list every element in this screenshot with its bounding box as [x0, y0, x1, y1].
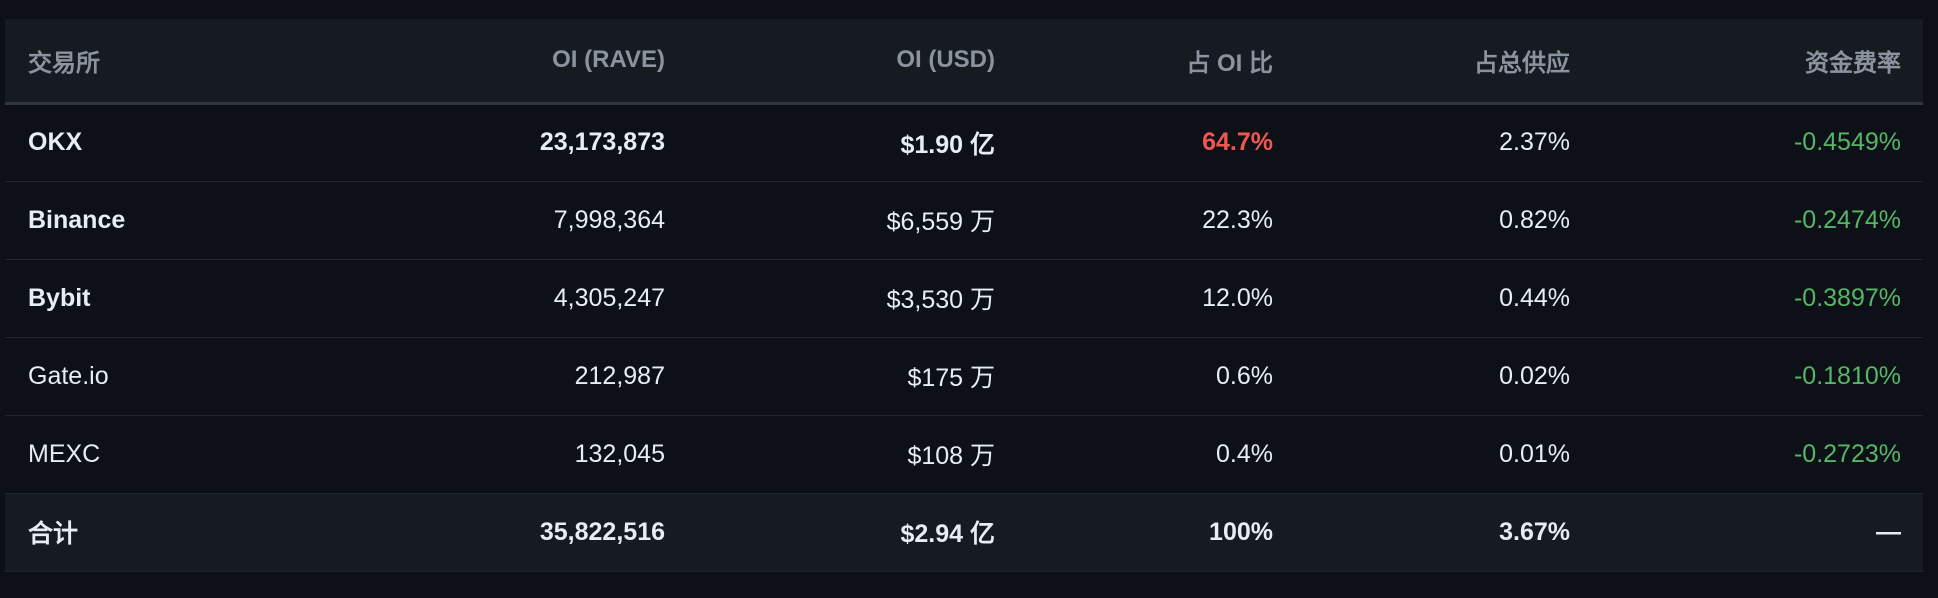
oi-table-container: 交易所 OI (RAVE) OI (USD) 占 OI 比 占总供应 资金费率 …	[5, 19, 1923, 572]
cell-funding-rate: -0.4549%	[1793, 128, 1901, 156]
cell-exchange: MEXC	[28, 439, 101, 468]
cell-exchange: Binance	[28, 205, 126, 234]
total-supply-share: 3.67%	[1499, 517, 1570, 546]
cell-supply-share: 0.02%	[1499, 361, 1570, 390]
table-row-okx: OKX 23,173,873 $1.90 亿 64.7% 2.37% -0.45…	[5, 103, 1923, 181]
cell-supply-share: 0.01%	[1499, 439, 1570, 468]
cell-exchange: Gate.io	[28, 361, 109, 390]
table-row-binance: Binance 7,998,364 $6,559 万 22.3% 0.82% -…	[5, 181, 1923, 259]
table-row-gateio: Gate.io 212,987 $175 万 0.6% 0.02% -0.181…	[5, 337, 1923, 415]
header-funding-rate[interactable]: 资金费率	[1805, 49, 1901, 77]
table-row-bybit: Bybit 4,305,247 $3,530 万 12.0% 0.44% -0.…	[5, 259, 1923, 337]
cell-oi-share: 0.6%	[1216, 361, 1273, 390]
cell-oi-usd: $108 万	[907, 442, 995, 470]
cell-oi-rave: 132,045	[574, 439, 665, 468]
cell-exchange: OKX	[28, 128, 83, 156]
cell-oi-share: 12.0%	[1202, 283, 1273, 312]
cell-oi-rave: 212,987	[574, 361, 665, 390]
header-exchange[interactable]: 交易所	[28, 49, 100, 77]
header-oi-rave[interactable]: OI (RAVE)	[552, 46, 665, 74]
cell-oi-share: 64.7%	[1202, 128, 1273, 156]
cell-exchange: Bybit	[28, 283, 91, 312]
cell-supply-share: 0.82%	[1499, 205, 1570, 234]
cell-oi-rave: 23,173,873	[539, 128, 665, 156]
cell-oi-share: 22.3%	[1202, 205, 1273, 234]
cell-oi-rave: 4,305,247	[553, 283, 665, 312]
header-oi-share[interactable]: 占 OI 比	[1186, 49, 1273, 77]
total-oi-share: 100%	[1209, 517, 1273, 546]
cell-funding-rate: -0.1810%	[1793, 361, 1901, 390]
cell-supply-share: 2.37%	[1499, 128, 1570, 156]
total-oi-usd: $2.94 亿	[900, 520, 995, 548]
header-supply-share[interactable]: 占总供应	[1474, 49, 1570, 77]
cell-oi-usd: $175 万	[907, 364, 995, 392]
cell-oi-usd: $6,559 万	[886, 208, 995, 236]
cell-oi-usd: $1.90 亿	[900, 130, 995, 159]
cell-funding-rate: -0.2474%	[1793, 205, 1901, 234]
table-header-row: 交易所 OI (RAVE) OI (USD) 占 OI 比 占总供应 资金费率	[5, 19, 1923, 103]
header-oi-usd[interactable]: OI (USD)	[896, 46, 995, 74]
cell-oi-share: 0.4%	[1216, 439, 1273, 468]
open-interest-table: 交易所 OI (RAVE) OI (USD) 占 OI 比 占总供应 资金费率 …	[5, 19, 1923, 572]
cell-funding-rate: -0.2723%	[1793, 439, 1901, 468]
table-total-row: 合计 35,822,516 $2.94 亿 100% 3.67% —	[5, 493, 1923, 571]
cell-oi-usd: $3,530 万	[886, 286, 995, 314]
total-funding-rate: —	[1876, 517, 1901, 546]
cell-oi-rave: 7,998,364	[553, 205, 665, 234]
table-row-mexc: MEXC 132,045 $108 万 0.4% 0.01% -0.2723%	[5, 415, 1923, 493]
total-label: 合计	[28, 520, 79, 548]
cell-funding-rate: -0.3897%	[1793, 283, 1901, 312]
total-oi-rave: 35,822,516	[539, 517, 665, 546]
cell-supply-share: 0.44%	[1499, 283, 1570, 312]
